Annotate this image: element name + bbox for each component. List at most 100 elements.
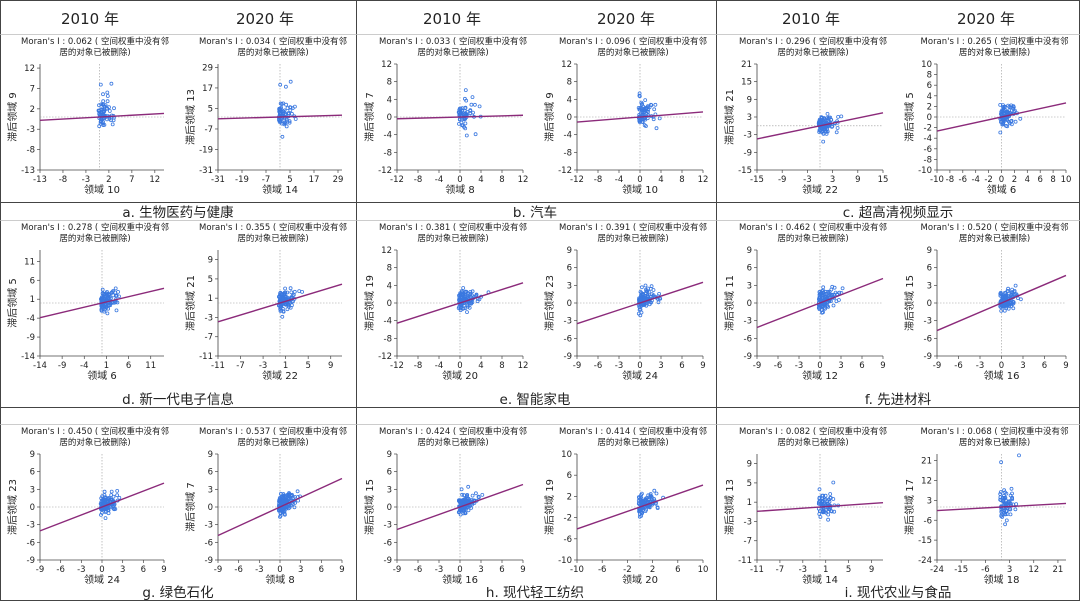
- data-point: [639, 310, 644, 315]
- moran-title-line1: Moran's I : 0.520 ( 空间权重中没有邻: [921, 222, 1069, 233]
- data-point: [637, 307, 642, 312]
- data-point: [456, 110, 461, 115]
- x-tick-label: 0: [999, 361, 1004, 371]
- y-tick-label: -2: [924, 124, 932, 134]
- data-point: [825, 501, 830, 506]
- data-point: [458, 306, 463, 311]
- y-tick-label: 9: [927, 246, 932, 256]
- y-tick-label: 4: [387, 281, 392, 291]
- x-axis-label: 领域 24: [84, 573, 120, 586]
- data-point: [640, 285, 644, 290]
- data-point: [1013, 119, 1018, 124]
- data-point: [999, 507, 1004, 512]
- x-tick-label: -6: [954, 361, 962, 371]
- x-tick-label: -4: [80, 361, 88, 371]
- y-tick-label: -8: [27, 146, 35, 156]
- x-tick-label: 9: [855, 175, 860, 185]
- x-tick-label: -9: [36, 565, 44, 575]
- x-tick-label: -14: [33, 361, 47, 371]
- y-tick-label: -10: [918, 166, 932, 176]
- y-tick-label: -9: [27, 556, 35, 566]
- y-tick-label: -9: [744, 148, 752, 158]
- y-axis-label: 滞后领域 7: [363, 92, 376, 142]
- data-point: [457, 122, 461, 126]
- x-tick-label: 0: [817, 361, 822, 371]
- data-point: [466, 295, 471, 300]
- y-tick-label: -6: [384, 538, 392, 548]
- data-point: [458, 500, 463, 505]
- data-point: [650, 292, 654, 297]
- x-tick-label: -9: [393, 565, 401, 575]
- y-axis-label: 滞后领域 13: [723, 479, 736, 535]
- x-tick-label: -6: [234, 565, 242, 575]
- y-tick-label: 8: [387, 78, 392, 88]
- data-point: [285, 290, 290, 295]
- moran-title-line1: Moran's I : 0.034 ( 空间权重中没有邻: [199, 36, 347, 47]
- data-point: [830, 125, 834, 129]
- data-point: [284, 102, 289, 107]
- y-axis-label: 滞后领域 13: [184, 89, 197, 145]
- data-point: [639, 106, 644, 111]
- x-tick-label: 0: [99, 565, 104, 575]
- scatter-points: [998, 283, 1023, 313]
- y-tick-label: -8: [924, 155, 932, 165]
- data-point: [473, 491, 478, 496]
- data-point: [106, 508, 111, 513]
- data-point: [1000, 109, 1004, 114]
- y-tick-label: 8: [927, 71, 932, 81]
- data-point: [286, 111, 291, 115]
- data-point: [817, 487, 822, 492]
- moran-title-line2: 居的对象已被删除): [59, 47, 130, 58]
- data-point: [468, 109, 473, 113]
- data-point: [999, 308, 1004, 313]
- x-tick-label: 9: [700, 361, 705, 371]
- data-point: [817, 512, 822, 516]
- data-point: [656, 300, 661, 305]
- data-point: [284, 498, 289, 503]
- x-tick-label: 8: [499, 175, 504, 185]
- y-tick-label: -4: [564, 131, 572, 141]
- data-point: [284, 124, 289, 129]
- data-point: [280, 314, 285, 319]
- scatter-panel: Moran's I : 0.520 ( 空间权重中没有邻居的对象已被删除)-9-…: [903, 222, 1069, 382]
- data-point: [97, 110, 102, 115]
- y-tick-label: 2: [30, 105, 35, 115]
- data-point: [821, 293, 826, 298]
- regression-line: [396, 282, 524, 324]
- moran-title-line2: 居的对象已被删除): [417, 47, 488, 58]
- y-axis-label: 滞后领域 15: [363, 479, 376, 535]
- y-tick-label: 3: [927, 496, 932, 506]
- data-point: [649, 102, 653, 107]
- y-tick-label: 11: [24, 257, 35, 267]
- data-point: [277, 497, 282, 502]
- data-point: [100, 287, 105, 292]
- x-tick-label: 8: [679, 175, 684, 185]
- data-point: [108, 296, 113, 301]
- scatter-points: [816, 480, 841, 522]
- data-point: [817, 289, 822, 294]
- x-tick-label: 2: [650, 565, 655, 575]
- x-tick-label: -8: [414, 361, 422, 371]
- x-tick-label: -10: [930, 175, 944, 185]
- data-point: [465, 310, 469, 315]
- data-point: [104, 505, 109, 510]
- data-point: [1005, 124, 1010, 129]
- x-axis-label: 领域 10: [622, 183, 658, 196]
- y-tick-label: -8: [384, 334, 392, 344]
- scatter-points: [99, 286, 121, 316]
- data-point: [278, 307, 283, 311]
- data-point: [300, 289, 305, 294]
- y-tick-label: 4: [387, 95, 392, 105]
- x-axis-label: 领域 6: [987, 183, 1017, 196]
- moran-title-line2: 居的对象已被删除): [237, 233, 308, 244]
- x-tick-label: -6: [598, 565, 606, 575]
- data-point: [458, 308, 463, 313]
- data-point: [644, 287, 648, 292]
- data-point: [651, 117, 656, 122]
- y-tick-label: -11: [738, 556, 752, 566]
- regression-line: [39, 482, 165, 532]
